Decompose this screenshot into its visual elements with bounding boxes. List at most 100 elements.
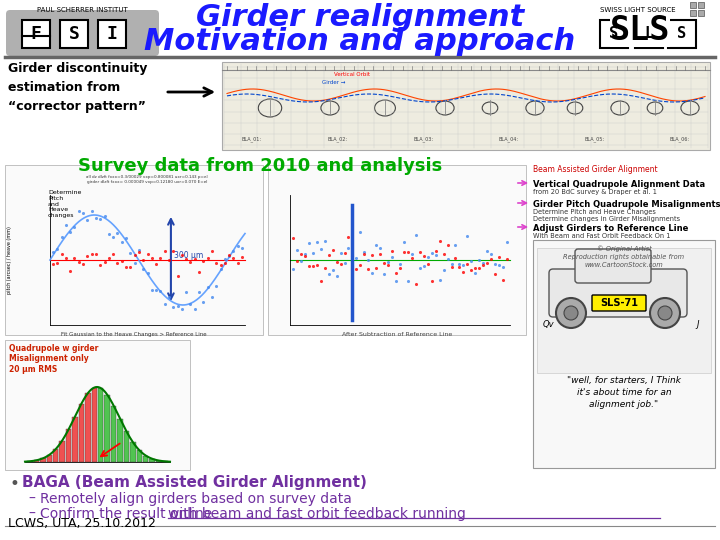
Point [77,260,89,268]
Point [466,266,477,274]
Text: S: S [609,26,618,42]
Point [454,263,465,272]
Point [355,260,366,269]
Text: "well, for starters, I Think
it's about time for an
alignment job.": "well, for starters, I Think it's about … [567,376,681,409]
Bar [5,165,263,335]
Text: from 20 BdC survey & Draper et al. 1: from 20 BdC survey & Draper et al. 1 [533,189,657,195]
Point [215,265,226,274]
FancyBboxPatch shape [60,20,88,48]
Point [402,247,414,256]
Text: –: – [28,507,35,521]
Point [112,229,123,238]
Circle shape [650,298,680,328]
Point [450,254,462,262]
Point [193,268,204,276]
Point [299,250,310,259]
Point [469,264,481,273]
Point [219,259,230,267]
Text: F: F [30,25,42,43]
Point [501,255,513,264]
Point [185,299,197,308]
Point [398,238,410,246]
Point [498,276,509,285]
Point [442,241,454,249]
Point [374,244,386,252]
Point [120,234,132,242]
Text: Motivation and approach: Motivation and approach [145,28,575,57]
Point [176,305,188,314]
Point [402,276,414,285]
Point [116,238,127,246]
Point [327,246,338,254]
FancyBboxPatch shape [600,20,628,48]
Text: Girder Pitch Quadrupole Misalignments: Girder Pitch Quadrupole Misalignments [533,200,720,209]
Point [319,264,330,273]
Point [172,302,184,310]
Point [474,264,485,273]
Point [482,259,493,267]
Point [477,259,489,267]
Point [142,269,153,278]
Point [338,259,350,267]
Text: BLA_04:: BLA_04: [499,136,519,141]
Point [107,250,119,259]
Point [168,302,179,311]
Text: BLA_03:: BLA_03: [413,136,433,141]
Point [307,249,318,258]
Text: pitch (arcsec) / heave (mm): pitch (arcsec) / heave (mm) [7,226,12,294]
FancyBboxPatch shape [6,10,159,56]
Text: Confirm the result online: Confirm the result online [40,507,217,521]
Text: –: – [28,492,35,506]
Point [414,264,426,272]
Bar [98,388,104,462]
Bar [698,2,704,8]
Point [232,241,243,250]
Point [90,214,102,222]
Point [215,260,226,269]
Point [366,251,378,259]
Text: S: S [678,26,687,42]
Text: Girder realignment: Girder realignment [196,3,524,32]
Point [90,250,102,259]
Text: BAGA (Beam Assisted Girder Alignment): BAGA (Beam Assisted Girder Alignment) [22,475,367,490]
Point [64,228,76,237]
Point [150,260,162,268]
Text: Adjust Girders to Reference Line: Adjust Girders to Reference Line [533,224,688,233]
Point [48,247,59,256]
Point [387,253,398,261]
Circle shape [658,306,672,320]
Point [319,237,330,245]
Text: Remotely align girders based on survey data: Remotely align girders based on survey d… [40,492,352,506]
Point [363,265,374,274]
Bar [698,10,704,16]
Bar [130,442,135,462]
Text: Qv: Qv [542,320,554,329]
Text: Beam Assisted Girder Alignment: Beam Assisted Girder Alignment [533,165,657,174]
Point [422,259,433,268]
FancyBboxPatch shape [668,20,696,48]
Bar [537,248,711,373]
Point [315,245,326,253]
Point [206,293,217,301]
Text: © Original Artist
Reproduction rights obtainable from
www.CartoonStock.com: © Original Artist Reproduction rights ob… [564,245,685,268]
Bar [91,388,97,462]
Point [210,259,222,267]
Point [330,258,342,267]
Point [185,258,197,266]
Point [501,238,513,247]
Circle shape [564,306,578,320]
Bar [111,406,117,462]
Point [311,261,323,269]
Point [56,249,68,258]
Point [371,264,382,272]
Point [193,288,204,296]
Bar [143,456,148,462]
Point [343,233,354,242]
Point [287,233,299,242]
Bar [53,449,58,462]
Bar [156,461,161,462]
Point [343,244,354,252]
Point [315,277,326,286]
Point [390,277,402,286]
Text: Survey data from 2010 and analysis: Survey data from 2010 and analysis [78,157,442,175]
